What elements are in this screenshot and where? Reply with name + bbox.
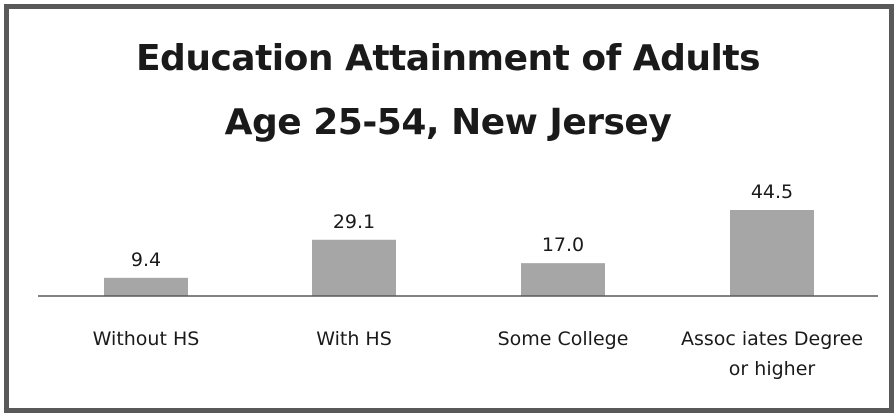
chart-frame	[4, 4, 894, 413]
data-label-2: 17.0	[542, 234, 584, 256]
bar-1	[312, 239, 396, 296]
category-label-2-0: Some College	[498, 328, 629, 350]
data-label-1: 29.1	[333, 211, 375, 233]
bar-0	[104, 277, 188, 296]
category-label-3-0: Assoc iates Degree	[681, 328, 863, 350]
data-label-3: 44.5	[751, 181, 793, 203]
bar-2	[521, 263, 605, 296]
chart-title-line-1: Education Attainment of Adults	[135, 38, 761, 79]
data-label-0: 9.4	[131, 249, 161, 271]
category-label-1-0: With HS	[316, 328, 392, 350]
chart-title-line-2: Age 25-54, New Jersey	[224, 102, 672, 143]
category-label-0-0: Without HS	[93, 328, 200, 350]
bar-3	[730, 210, 814, 296]
category-label-3-1: or higher	[729, 358, 816, 380]
